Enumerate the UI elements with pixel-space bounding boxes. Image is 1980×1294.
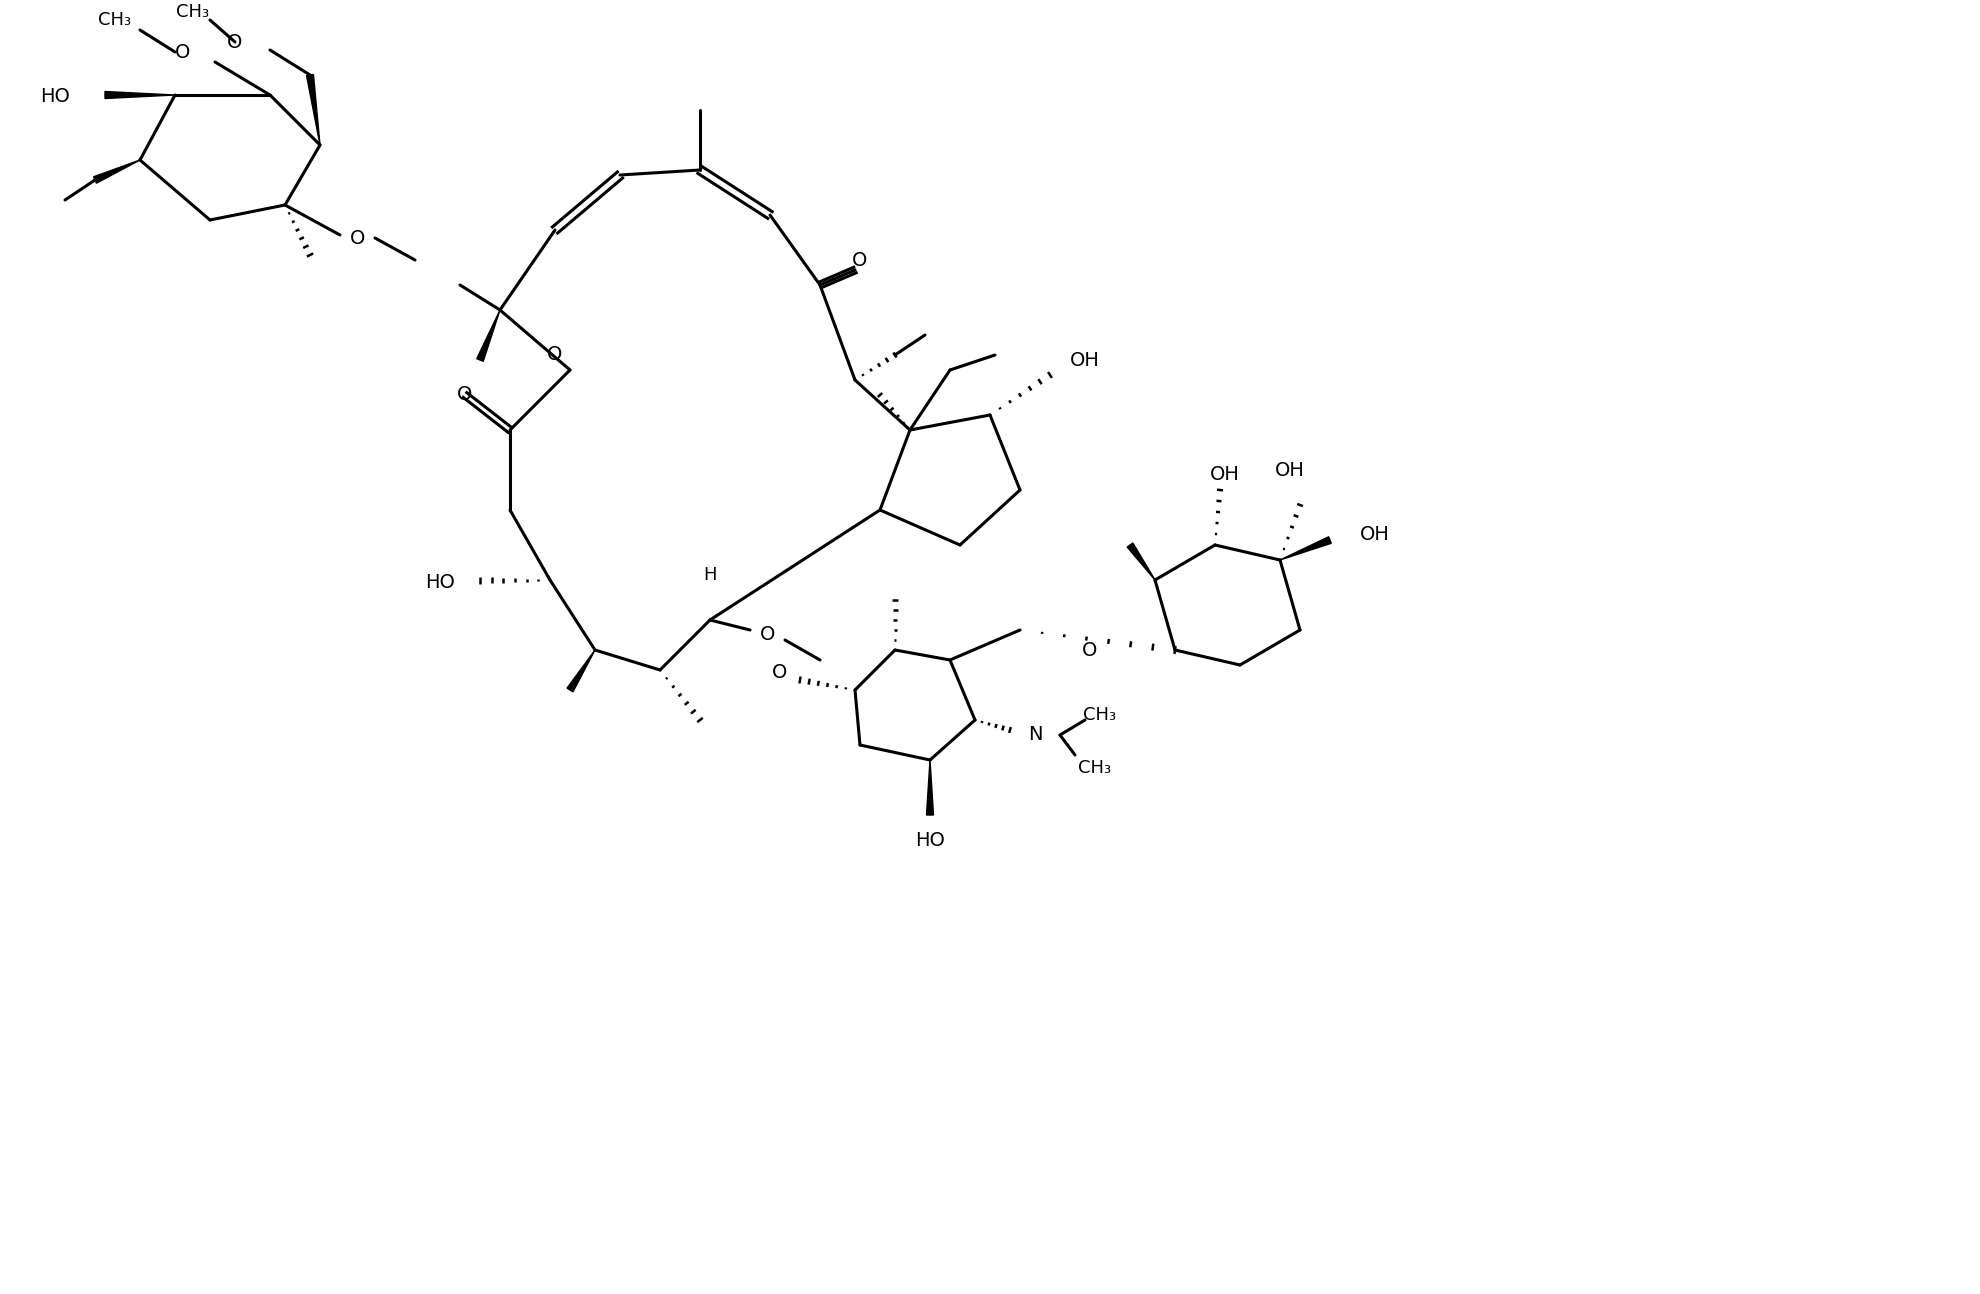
Text: O: O	[851, 251, 867, 269]
Text: HO: HO	[915, 831, 944, 849]
Text: OH: OH	[1360, 525, 1390, 545]
Text: O: O	[457, 386, 473, 405]
Text: O: O	[176, 43, 190, 62]
Polygon shape	[477, 311, 501, 361]
Text: H: H	[703, 565, 717, 584]
Text: HO: HO	[40, 87, 69, 106]
Text: O: O	[228, 32, 244, 52]
Text: N: N	[1028, 726, 1041, 744]
Text: O: O	[760, 625, 776, 644]
Polygon shape	[927, 760, 933, 815]
Text: CH₃: CH₃	[1083, 707, 1117, 725]
Polygon shape	[307, 75, 321, 145]
Text: O: O	[546, 345, 562, 365]
Text: O: O	[350, 229, 366, 247]
Text: HO: HO	[426, 572, 455, 591]
Text: O: O	[1083, 641, 1097, 660]
Text: OH: OH	[1275, 461, 1305, 480]
Polygon shape	[105, 92, 174, 98]
Polygon shape	[1279, 537, 1331, 560]
Text: CH₃: CH₃	[1079, 760, 1111, 776]
Polygon shape	[1127, 543, 1154, 580]
Text: O: O	[772, 663, 788, 682]
Polygon shape	[566, 650, 596, 692]
Polygon shape	[93, 160, 141, 184]
Text: OH: OH	[1210, 466, 1239, 484]
Text: OH: OH	[1069, 351, 1099, 370]
Text: CH₃: CH₃	[99, 12, 131, 28]
Text: CH₃: CH₃	[176, 3, 210, 21]
